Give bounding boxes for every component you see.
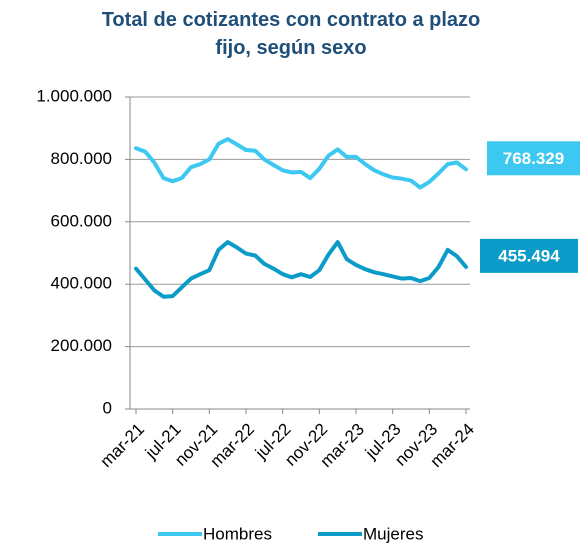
y-tick-label: 1.000.000	[36, 86, 112, 105]
end-label-box	[487, 141, 580, 176]
y-tick-label: 800.000	[51, 149, 112, 168]
end-label: 455.494	[498, 246, 560, 265]
series-line	[134, 137, 468, 190]
y-tick-label: 400.000	[51, 274, 112, 293]
y-tick-label: 600.000	[51, 211, 112, 230]
series-line	[134, 240, 468, 299]
end-label-box	[480, 238, 578, 273]
legend-label: Hombres	[203, 524, 272, 543]
y-tick-label: 200.000	[51, 336, 112, 355]
x-tick-label: mar-21	[96, 420, 148, 472]
chart-title: Total de cotizantes con contrato a plazo…	[101, 9, 481, 59]
legend-label: Mujeres	[363, 524, 423, 543]
y-tick-label: 0	[103, 398, 112, 417]
end-label: 768.329	[503, 149, 564, 168]
